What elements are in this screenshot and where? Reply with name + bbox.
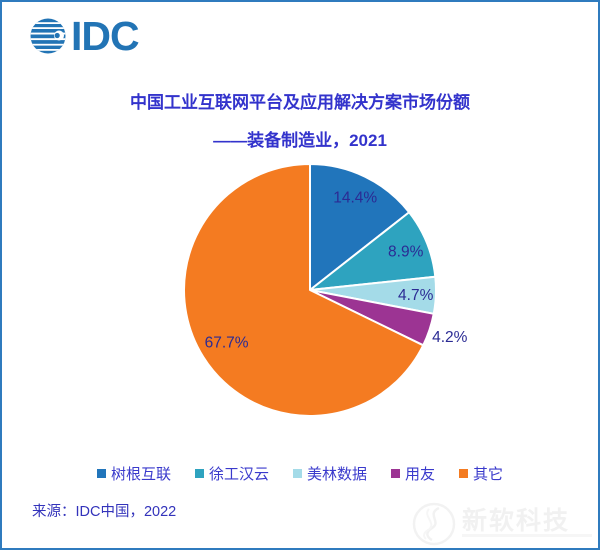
pie-slice-4	[183, 163, 425, 417]
pie-label-0: 14.4%	[333, 190, 377, 207]
pie-label-2: 4.7%	[398, 287, 434, 304]
legend-label: 美林数据	[306, 466, 367, 483]
chart-title: 中国工业互联网平台及应用解决方案市场份额	[130, 93, 470, 112]
legend-item: 徐工汉云	[194, 463, 269, 484]
chart-legend: 树根互联 徐工汉云 美林数据 用友 其它	[2, 463, 598, 484]
legend-label: 徐工汉云	[208, 466, 269, 483]
legend-swatch	[96, 469, 106, 478]
pie-label-3: 4.2%	[432, 329, 468, 346]
legend-item: 树根互联	[96, 463, 171, 484]
pie-slice-0	[309, 163, 411, 291]
legend-label: 用友	[405, 466, 436, 483]
legend-item: 用友	[391, 463, 435, 484]
legend-swatch	[459, 469, 469, 478]
chart-subtitle: ——装备制造业，2021	[213, 131, 387, 150]
legend-item: 美林数据	[292, 463, 367, 484]
legend-swatch	[391, 469, 400, 478]
source-note: 来源：IDC中国，2022	[32, 504, 177, 520]
idc-logo-text: IDC	[71, 13, 140, 59]
legend-item: 其它	[459, 463, 503, 484]
legend-label: 树根互联	[110, 466, 171, 483]
idc-logo: IDC	[30, 13, 140, 59]
idc-globe-icon	[30, 18, 66, 54]
pie-label-1: 8.9%	[388, 244, 424, 261]
legend-label: 其它	[473, 466, 504, 483]
legend-swatch	[194, 469, 204, 478]
legend-swatch	[292, 469, 302, 478]
pie-label-4: 67.7%	[205, 335, 249, 352]
